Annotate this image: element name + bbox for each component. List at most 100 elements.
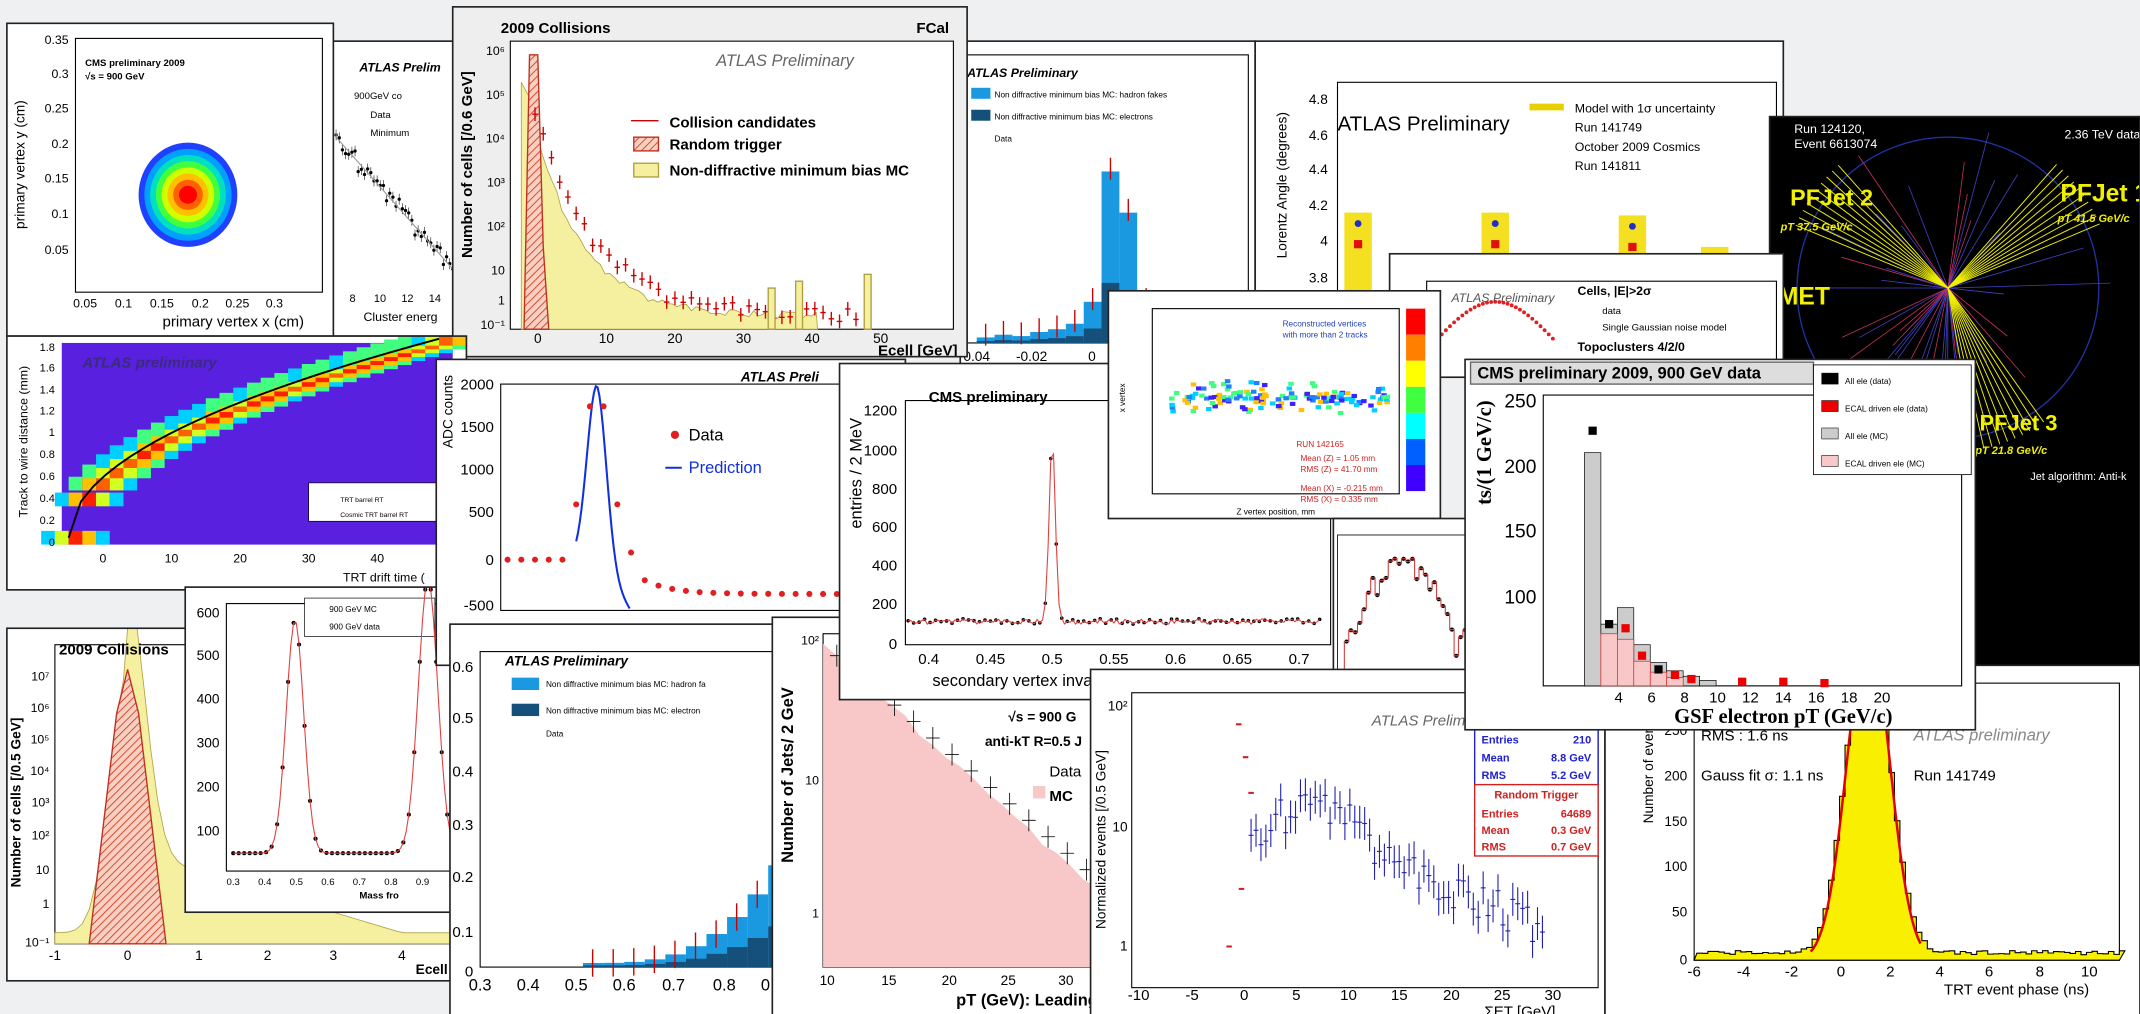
cell [1242, 407, 1248, 412]
point [1550, 336, 1555, 341]
label: 8 [1680, 689, 1688, 706]
label: √s = 900 G [1008, 710, 1076, 725]
label: ECAL driven ele (MC) [1845, 459, 1925, 468]
track [1899, 287, 1949, 332]
label: 210 [1573, 734, 1591, 746]
cell [1248, 380, 1254, 385]
label: -5 [1185, 987, 1198, 1004]
label: -2 [1785, 964, 1798, 981]
label: 10 [36, 863, 50, 877]
label: 10 [1112, 819, 1128, 834]
panel-frame [1255, 41, 1784, 295]
point [1628, 242, 1637, 252]
label: PFJet 1 [2060, 181, 2140, 208]
point [518, 556, 525, 563]
label: ATLAS Preli [740, 369, 820, 384]
point [1353, 240, 1363, 249]
label: 900 GeV MC [329, 605, 377, 614]
mc-bar [1633, 660, 1651, 687]
label: Random Trigger [1494, 789, 1579, 801]
random-trigger [88, 669, 167, 945]
cell [1309, 381, 1316, 386]
point [1820, 679, 1829, 688]
jet-track [1806, 202, 1949, 289]
label: 10⁴ [30, 764, 49, 778]
mc-bar [1600, 633, 1618, 687]
hist-bar-dark [1083, 328, 1102, 343]
label: Single Gaussian noise model [1602, 323, 1726, 334]
label: Non-diffractive minimum bias MC [669, 163, 909, 180]
point [1452, 320, 1457, 325]
cell [1199, 393, 1205, 398]
label: -4 [1737, 964, 1750, 981]
track [1947, 162, 1965, 289]
label: Mass fro [359, 890, 399, 901]
cell [1370, 395, 1376, 400]
cell [1258, 399, 1265, 404]
label: 0.3 [227, 877, 240, 888]
label: 0.3 [51, 67, 68, 81]
cell [1338, 396, 1344, 401]
label: 16 [1808, 689, 1825, 706]
label: 400 [197, 692, 220, 707]
cell [397, 336, 412, 350]
label: 10 [374, 293, 386, 305]
point [586, 403, 593, 410]
cell [1169, 405, 1176, 410]
point [792, 590, 799, 597]
point [403, 208, 408, 213]
label: 0.55 [1099, 651, 1128, 668]
point [444, 255, 449, 259]
label: 30 [302, 551, 316, 565]
legend-swatch [1821, 372, 1839, 385]
point [381, 183, 386, 188]
label: with more than 2 tracks [1282, 330, 1368, 339]
label: 18 [1841, 689, 1858, 706]
label: 1.6 [40, 363, 55, 375]
cell [68, 530, 83, 545]
cell [1376, 386, 1382, 392]
label: 100 [197, 823, 220, 838]
point [1491, 240, 1500, 249]
cell [109, 476, 124, 491]
label: 0.15 [150, 296, 174, 310]
cell [1215, 393, 1222, 399]
label: Track to wire distance (mm) [16, 366, 30, 518]
label: Non diffractive minimum bias MC: hadron … [546, 680, 706, 689]
hist-bar [624, 961, 645, 968]
point [655, 582, 662, 589]
label: 2000 [460, 377, 494, 394]
point [375, 179, 379, 183]
point [1472, 305, 1477, 310]
point [435, 244, 439, 249]
jet-track [1947, 216, 2097, 289]
cell [1210, 384, 1217, 389]
label: Reconstructed vertices [1283, 319, 1367, 328]
label: 30 [1544, 987, 1561, 1004]
cell [109, 492, 124, 507]
point [343, 152, 348, 156]
label: Collision candidates [669, 115, 816, 132]
cell [1242, 396, 1248, 401]
cell [1384, 394, 1391, 399]
mc-bin [794, 280, 804, 330]
panel: 2009 Collisions FCal ATLAS Preliminary Coll… [452, 6, 968, 357]
hist-bar-dark [685, 958, 707, 968]
cell [1321, 395, 1327, 400]
label: pT 41.5 GeV/c [2057, 213, 2130, 225]
cell [1261, 382, 1268, 388]
label: Data [995, 134, 1013, 143]
label: 4 [398, 948, 406, 963]
point [1738, 677, 1747, 686]
point [388, 191, 392, 195]
label: RMS [1482, 841, 1506, 853]
cell [1289, 401, 1296, 406]
label: Data [1049, 763, 1081, 780]
panel: 900 GeV MC 900 GeV data 600 500 400 300 200 100… [185, 587, 453, 913]
label: 10² [801, 634, 819, 648]
label: 200 [1664, 769, 1687, 784]
point [696, 589, 703, 596]
legend-swatch [670, 430, 680, 439]
cell [1244, 389, 1250, 394]
